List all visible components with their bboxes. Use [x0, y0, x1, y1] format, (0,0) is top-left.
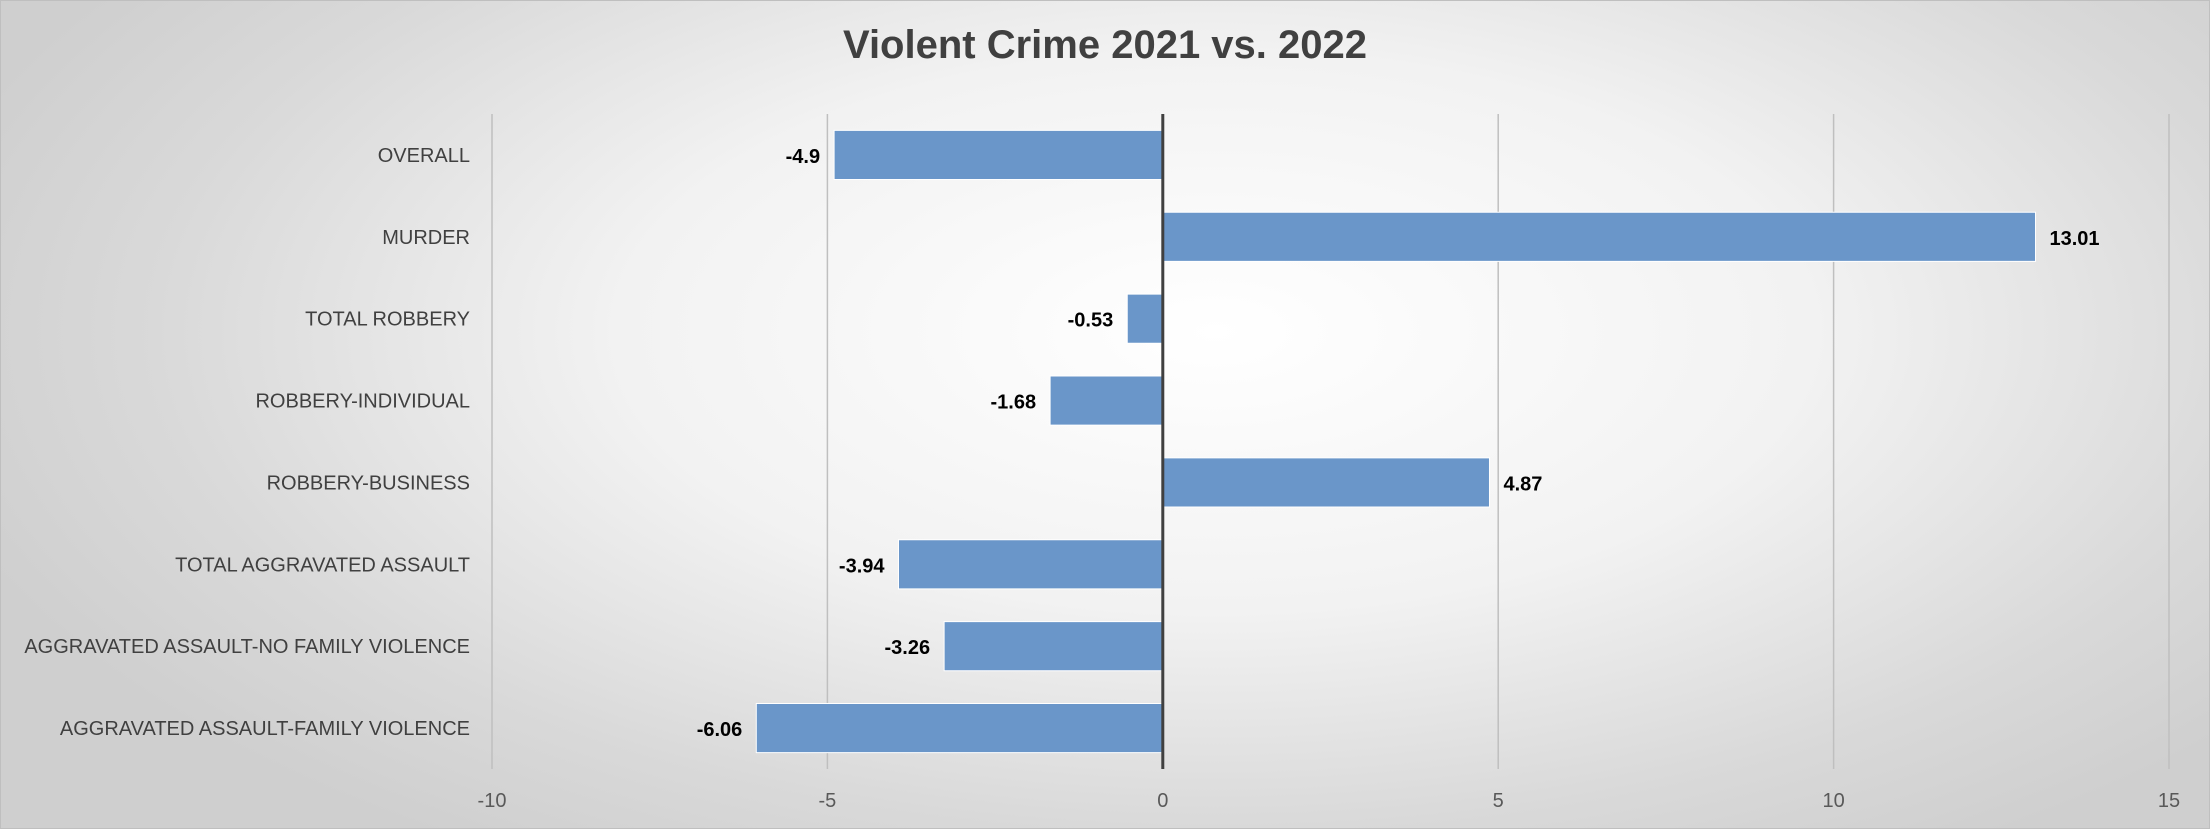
data-label: 4.87: [1503, 473, 1542, 495]
data-label: -0.53: [1068, 310, 1114, 332]
chart-title: Violent Crime 2021 vs. 2022: [842, 23, 1368, 67]
data-label: -4.9: [786, 146, 820, 168]
category-label: ROBBERY-BUSINESS: [267, 472, 470, 494]
category-label: TOTAL ROBBERY: [305, 309, 470, 331]
bar: [1049, 375, 1164, 426]
category-label: AGGRAVATED ASSAULT-NO FAMILY VIOLENCE: [24, 636, 470, 658]
data-label: -3.94: [839, 555, 885, 577]
category-label: AGGRAVATED ASSAULT-FAMILY VIOLENCE: [60, 718, 470, 740]
bar: [1162, 457, 1490, 508]
bar: [1162, 211, 2037, 262]
category-label: ROBBERY-INDIVIDUAL: [255, 391, 470, 413]
category-label: OVERALL: [378, 145, 470, 167]
x-tick-label: 15: [2158, 790, 2180, 812]
bar: [943, 621, 1164, 672]
data-label: -1.68: [991, 392, 1037, 414]
x-tick-label: 0: [1157, 790, 1168, 812]
x-tick-label: -5: [819, 790, 837, 812]
x-tick-label: 5: [1493, 790, 1504, 812]
data-label: -3.26: [885, 637, 931, 659]
bar: [833, 129, 1164, 180]
bar: [755, 703, 1164, 754]
data-label: 13.01: [2050, 228, 2100, 250]
x-tick-label: -10: [478, 790, 507, 812]
bar: [1126, 293, 1164, 344]
bar: [898, 539, 1164, 590]
x-tick-label: 10: [1822, 790, 1844, 812]
category-label: MURDER: [382, 227, 470, 249]
category-label: TOTAL AGGRAVATED ASSAULT: [175, 554, 470, 576]
data-label: -6.06: [697, 719, 743, 741]
